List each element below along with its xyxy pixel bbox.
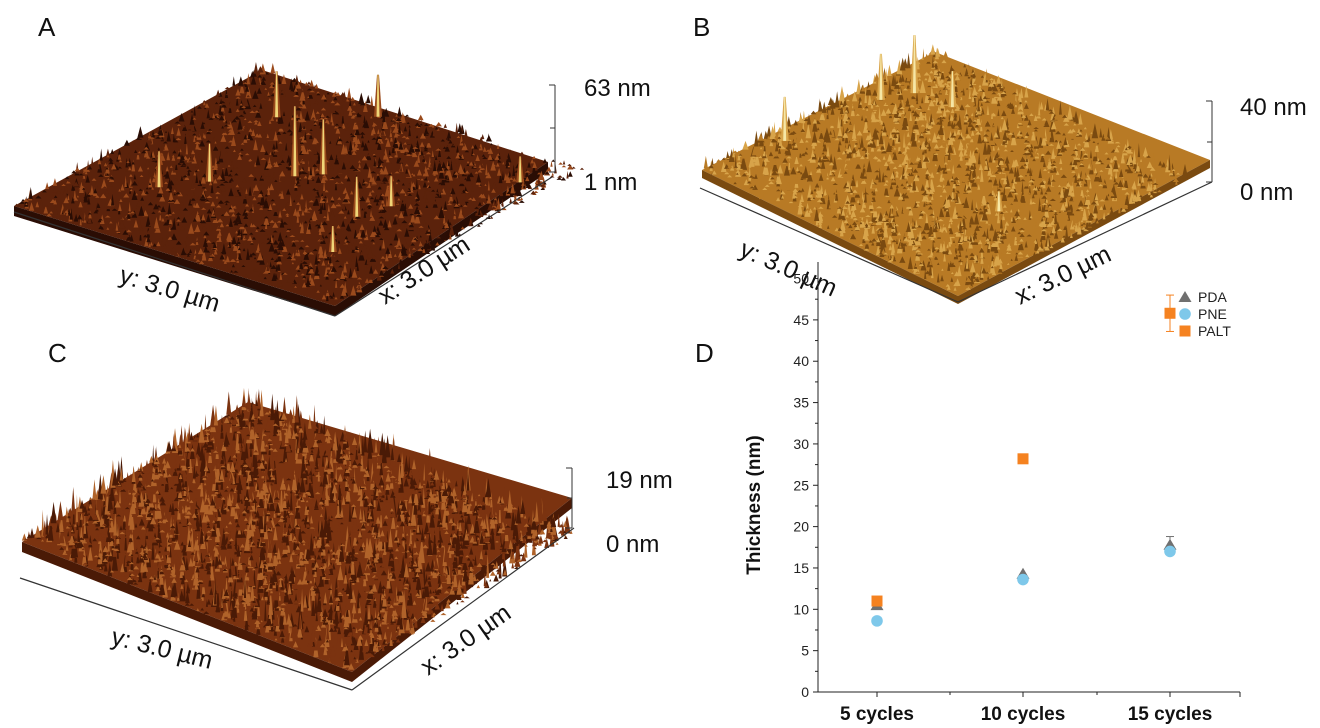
afm-panel-a: A y: 3.0 µm x: 3.0 µm 63 nm 1 nm <box>13 12 651 318</box>
x-axis-line-c <box>351 527 575 691</box>
y-tick-label: 5 <box>801 643 809 659</box>
series-palt <box>871 294 1176 607</box>
y-tick-label: 35 <box>793 395 809 411</box>
scale-max-b: 40 nm <box>1240 94 1307 121</box>
afm-surface-a <box>14 61 585 316</box>
y-axis-label-b: y: 3.0 µm <box>736 235 842 303</box>
height-scale-c <box>566 467 573 529</box>
y-tick-label: 50 <box>793 271 809 287</box>
x-axis-line-b <box>957 181 1213 303</box>
x-category-label: 15 cycles <box>1128 704 1213 725</box>
legend-marker-pne <box>1179 308 1191 320</box>
panel-letter-b: B <box>693 12 710 42</box>
scale-min-b: 0 nm <box>1240 179 1293 206</box>
y-tick-label: 40 <box>793 353 809 369</box>
y-tick-label: 10 <box>793 601 809 617</box>
data-point-palt <box>1164 307 1176 319</box>
y-tick-label: 0 <box>801 684 809 700</box>
thickness-chart: 0 5 10 15 20 25 30 35 40 45 50 5 cycles 10 cycles 15 … <box>793 262 1241 725</box>
y-axis-line-b <box>699 187 959 303</box>
y-tick-label: 15 <box>793 560 809 576</box>
y-axis-title: Thickness (nm) <box>744 435 765 574</box>
panel-letter-a: A <box>38 12 56 42</box>
height-scale-a <box>549 84 556 173</box>
scale-max-c: 19 nm <box>606 467 673 494</box>
series-pne <box>871 545 1176 627</box>
afm-surface-c <box>21 387 573 682</box>
legend-marker-palt <box>1179 325 1191 337</box>
data-point-palt <box>871 595 883 607</box>
legend-label-pne: PNE <box>1198 306 1227 322</box>
afm-panel-b: B y: 3.0 µm x: 3.0 µm 40 nm 0 nm <box>693 12 1307 310</box>
data-point-pne <box>1164 545 1176 558</box>
afm-panel-c: C y: 3.0 µm x: 3.0 µm 19 nm 0 nm <box>19 338 673 691</box>
y-axis-label-c: y: 3.0 µm <box>109 623 216 675</box>
afm-surface-b <box>702 35 1210 304</box>
x-axis-line-a <box>334 176 553 317</box>
panel-letter-c: C <box>48 338 67 368</box>
y-tick-label: 25 <box>793 477 809 493</box>
x-category-label: 10 cycles <box>981 704 1066 725</box>
height-scale-b <box>1206 100 1213 183</box>
scale-max-a: 63 nm <box>584 75 651 102</box>
series-pda <box>870 536 1177 611</box>
y-axis-line-a <box>13 211 336 317</box>
legend-label-pda: PDA <box>1198 289 1227 305</box>
legend-marker-pda <box>1178 291 1192 302</box>
y-tick-label: 20 <box>793 519 809 535</box>
scale-min-a: 1 nm <box>584 169 637 196</box>
chart-panel-d: D Thickness (nm) 0 5 10 15 20 25 30 35 40 45 50 5 c… <box>695 262 1241 725</box>
scale-min-c: 0 nm <box>606 531 659 558</box>
data-point-pne <box>871 615 883 627</box>
data-point-pne <box>1017 573 1029 586</box>
y-tick-label: 45 <box>793 312 809 328</box>
x-category-label: 5 cycles <box>840 704 914 725</box>
data-point-palt <box>1017 453 1029 465</box>
y-axis-line-c <box>19 577 353 691</box>
panel-letter-d: D <box>695 338 714 368</box>
y-tick-label: 30 <box>793 436 809 452</box>
legend-label-palt: PALT <box>1198 323 1231 339</box>
